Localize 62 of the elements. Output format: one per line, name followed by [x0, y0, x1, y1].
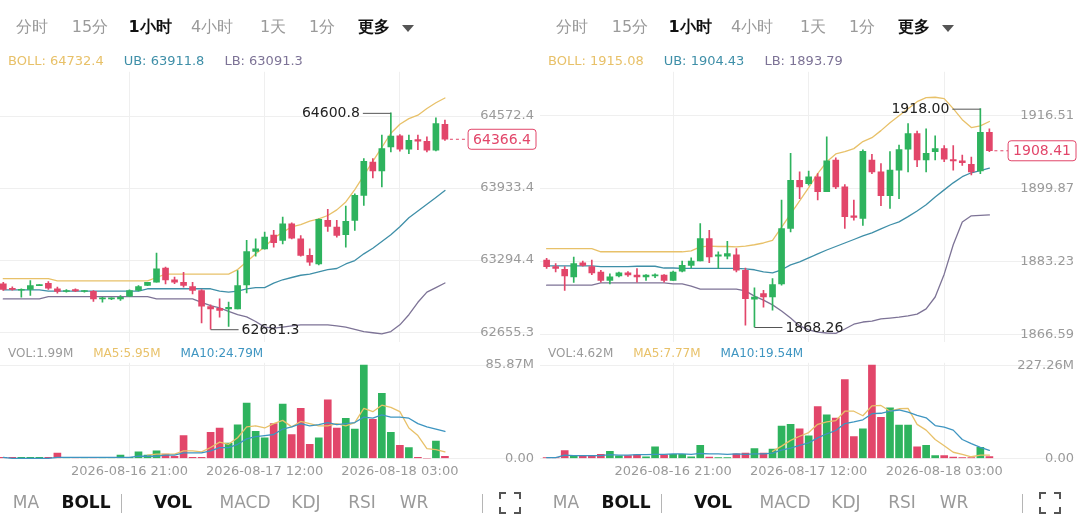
text: BOLL: 64732.4	[8, 53, 104, 68]
text: RSI	[888, 492, 916, 513]
text: MA10:19.54M	[720, 346, 804, 360]
text: LB: 1893.79	[764, 53, 843, 68]
text: MA	[552, 492, 580, 513]
text: MA5:5.95M	[93, 346, 161, 360]
text: 1天	[799, 17, 827, 37]
y-tick-label: 63294.4	[480, 251, 534, 267]
x-tick-label: 2026-08-17 12:00	[206, 462, 324, 478]
x-tick-label: 2026-08-18 03:00	[885, 462, 1003, 478]
y-tick-label: 62655.3	[480, 323, 534, 339]
text: 1天	[259, 17, 287, 37]
y-tick-label: 1916.51	[1020, 106, 1074, 122]
text: 15分	[611, 17, 649, 37]
text: MA10:24.79M	[180, 346, 264, 360]
x-tick-label: 2026-08-16 21:00	[70, 462, 189, 478]
y-tick-label: 63933.4	[480, 179, 534, 195]
annotation: 64366.4	[473, 130, 532, 147]
text: 4小时	[190, 17, 234, 37]
y-tick-label: 1866.59	[1020, 325, 1074, 341]
y-tick-label: 1883.23	[1020, 252, 1074, 268]
y-tick-label: 64572.4	[480, 107, 534, 123]
annotation: 62681.3	[241, 320, 300, 337]
text: 1小时	[668, 17, 712, 37]
text: VOL	[153, 492, 193, 513]
text: VOL:4.62M	[548, 346, 614, 360]
text: WR	[399, 492, 429, 513]
x-tick-label: 2026-08-17 12:00	[750, 462, 868, 478]
text: UB: 1904.43	[663, 53, 745, 68]
text: 更多	[358, 17, 390, 37]
x-tick-label: 2026-08-16 21:00	[614, 462, 732, 478]
text: VOL	[693, 492, 733, 513]
text: BOLL	[61, 492, 111, 513]
annotation: 64600.8	[301, 104, 360, 121]
text: 1小时	[128, 17, 172, 37]
y-tick-label: 0.00	[505, 449, 534, 465]
annotation: 1908.41	[1013, 142, 1072, 159]
text: MA5:7.77M	[633, 346, 701, 360]
text: 4小时	[730, 17, 774, 37]
text: WR	[939, 492, 969, 513]
text: KDJ	[831, 492, 861, 513]
y-tick-label: 85.87M	[485, 356, 534, 372]
text: 分时	[16, 17, 48, 37]
text: RSI	[348, 492, 376, 513]
text: MACD	[219, 492, 271, 513]
text: MA	[12, 492, 40, 513]
text: LB: 63091.3	[224, 53, 303, 68]
text: 1分	[308, 17, 336, 37]
y-tick-label: 227.26M	[1017, 356, 1074, 372]
text: 更多	[898, 17, 930, 37]
text: 1分	[848, 17, 876, 37]
y-tick-label: 0.00	[1045, 449, 1074, 465]
y-tick-label: 1899.87	[1020, 179, 1074, 195]
text: UB: 63911.8	[123, 53, 205, 68]
text: 分时	[556, 17, 588, 37]
text: KDJ	[291, 492, 321, 513]
text: BOLL: 1915.08	[548, 53, 644, 68]
text: 15分	[71, 17, 109, 37]
text: MACD	[759, 492, 811, 513]
text: VOL:1.99M	[8, 346, 74, 360]
text: BOLL	[601, 492, 651, 513]
x-tick-label: 2026-08-18 03:00	[341, 462, 459, 478]
